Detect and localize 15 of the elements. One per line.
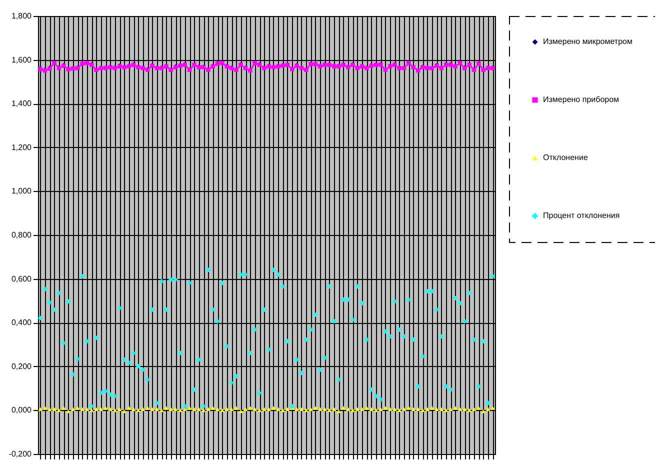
y-tick-label: 1,800 — [11, 12, 32, 20]
y-tick-label: -0,200 — [8, 450, 32, 458]
y-tick-label: 0,000 — [11, 406, 32, 415]
legend-label: Отклонение — [543, 153, 588, 162]
y-tick-label: 0,600 — [11, 274, 32, 284]
y-tick-label: 0,800 — [11, 230, 32, 240]
legend-label: Процент отклонения — [543, 211, 620, 220]
y-tick-label: 0,200 — [11, 362, 32, 371]
y-tick-label: 1,400 — [11, 99, 32, 108]
y-tick-label: 1,000 — [11, 186, 32, 196]
y-tick-label: 1,600 — [11, 55, 32, 64]
y-tick-label: 1,200 — [11, 142, 32, 152]
legend-label: Измерено прибором — [543, 95, 620, 104]
y-tick-label: 0,400 — [11, 318, 32, 328]
legend-label: Измерено микрометром — [543, 37, 632, 46]
